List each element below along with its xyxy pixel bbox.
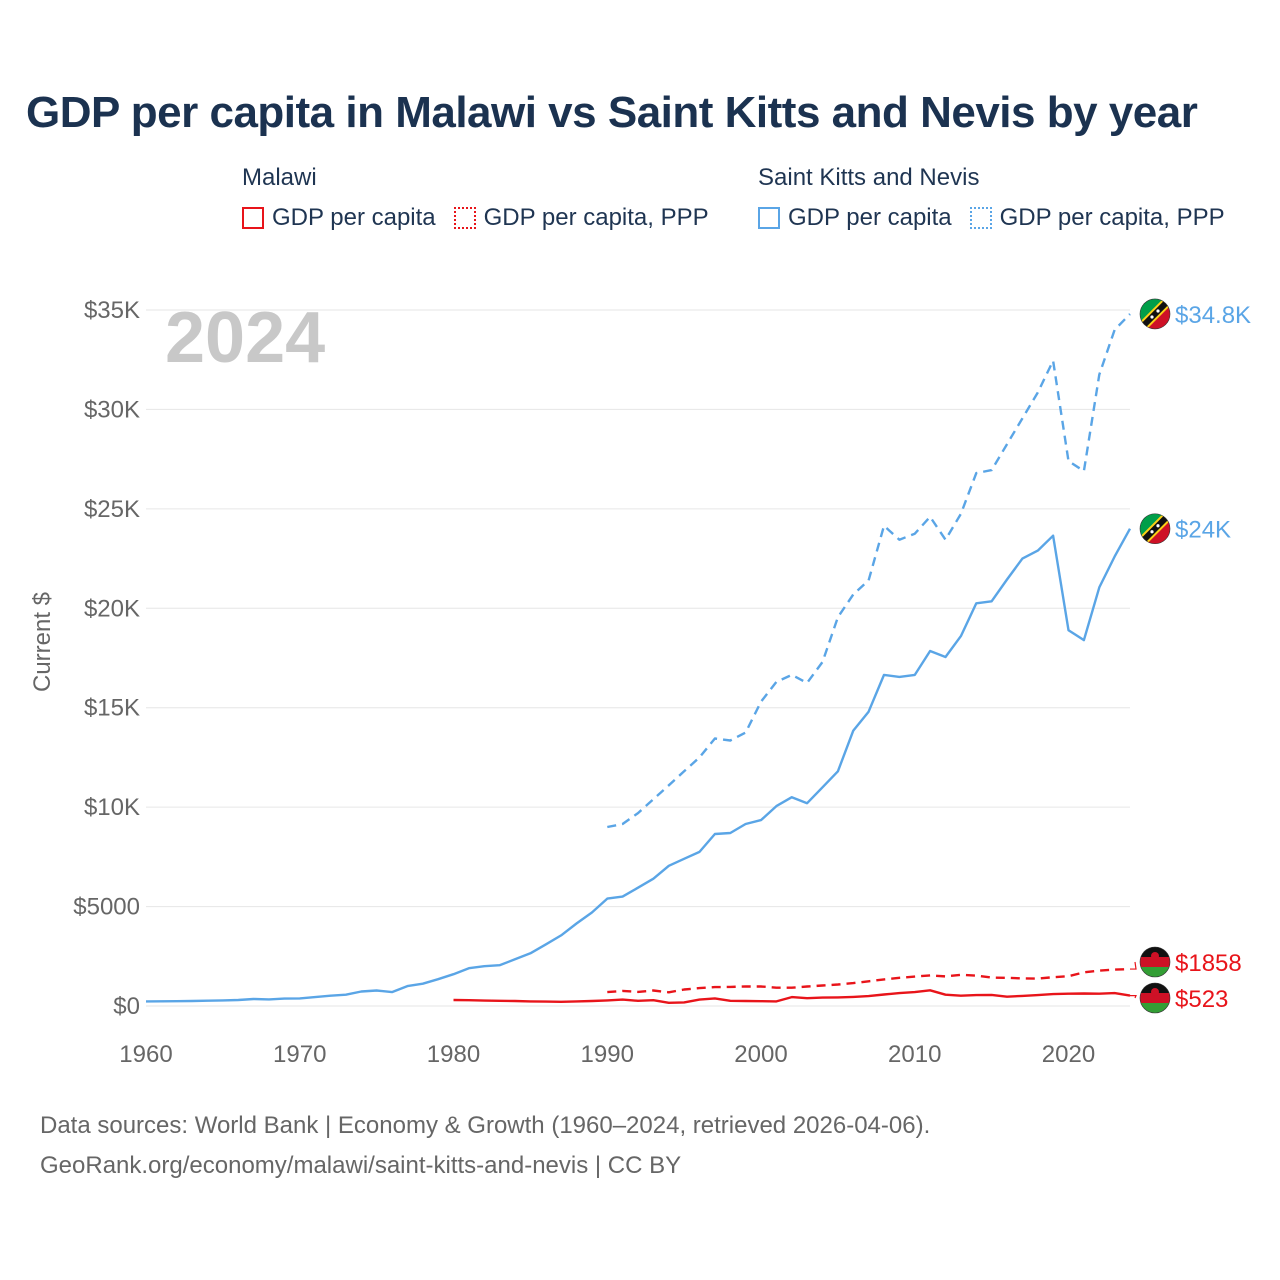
- skn-flag-icon: [1139, 513, 1171, 545]
- legend-item-malawi-ppp[interactable]: GDP per capita, PPP: [453, 204, 709, 232]
- legend-swatch-solid-blue: [758, 207, 780, 229]
- end-label-leader: [1130, 995, 1137, 999]
- x-tick-label: 1970: [273, 1041, 326, 1068]
- chart-title: GDP per capita in Malawi vs Saint Kitts …: [26, 88, 1198, 137]
- legend-label: GDP per capita: [788, 204, 952, 231]
- x-tick-label: 1960: [119, 1041, 172, 1068]
- skn-flag-icon: [1139, 298, 1171, 330]
- end-value-label: $34.8K: [1175, 302, 1251, 329]
- legend-label: GDP per capita, PPP: [999, 204, 1225, 231]
- y-tick-label: $10K: [84, 794, 140, 821]
- series-line-skn-ppp[interactable]: [607, 313, 1131, 829]
- legend-group-malawi: Malawi GDP per capita GDP per capita, PP…: [242, 162, 727, 232]
- legend-swatch-dotted-blue: [969, 207, 992, 229]
- y-axis-title: Current $: [29, 592, 56, 692]
- malawi-flag-icon: [1139, 946, 1171, 978]
- legend-group-title-skn: Saint Kitts and Nevis: [758, 164, 980, 191]
- x-tick-label: 2000: [734, 1041, 787, 1068]
- sources-line-1: Data sources: World Bank | Economy & Gro…: [40, 1112, 931, 1139]
- y-tick-label: $30K: [84, 396, 140, 423]
- end-value-label: $1858: [1175, 950, 1242, 977]
- x-tick-label: 2010: [888, 1041, 941, 1068]
- end-value-label: $523: [1175, 986, 1228, 1013]
- x-tick-label: 1990: [581, 1041, 634, 1068]
- line-chart: 2024 Current $ $0 $5000 $10K $15K $20K $25K $3…: [29, 297, 1251, 1068]
- y-tick-label: $5000: [73, 894, 140, 921]
- malawi-flag-icon: [1139, 982, 1171, 1014]
- y-tick-label: $0: [113, 993, 140, 1020]
- series-line-mw-gdp[interactable]: [453, 989, 1131, 1004]
- legend-item-skn-ppp[interactable]: GDP per capita, PPP: [969, 204, 1225, 232]
- year-stamp: 2024: [165, 298, 325, 378]
- sources-url[interactable]: GeoRank.org/economy/malawi/saint-kitts-a…: [40, 1152, 682, 1179]
- series-line-mw-ppp[interactable]: [607, 967, 1131, 994]
- x-tick-label: 1980: [427, 1041, 480, 1068]
- x-tick-label: 2020: [1042, 1041, 1095, 1068]
- y-tick-label: $15K: [84, 695, 140, 722]
- legend-label: GDP per capita, PPP: [483, 204, 709, 231]
- legend-swatch-dotted-red: [453, 207, 476, 229]
- legend-item-malawi-gdp[interactable]: GDP per capita: [242, 204, 436, 232]
- legend-group-skn: Saint Kitts and Nevis GDP per capita GDP…: [758, 162, 1243, 232]
- y-tick-label: $35K: [84, 297, 140, 324]
- legend-group-title-malawi: Malawi: [242, 164, 317, 191]
- end-value-label: $24K: [1175, 517, 1231, 544]
- legend-item-skn-gdp[interactable]: GDP per capita: [758, 204, 952, 232]
- y-tick-label: $20K: [84, 595, 140, 622]
- legend-swatch-solid-red: [242, 207, 264, 229]
- legend-label: GDP per capita: [272, 204, 436, 231]
- y-tick-label: $25K: [84, 496, 140, 523]
- data-sources: Data sources: World Bank | Economy & Gro…: [40, 1106, 930, 1186]
- series-line-skn-gdp[interactable]: [145, 528, 1132, 1003]
- end-label-leader: [1130, 961, 1137, 970]
